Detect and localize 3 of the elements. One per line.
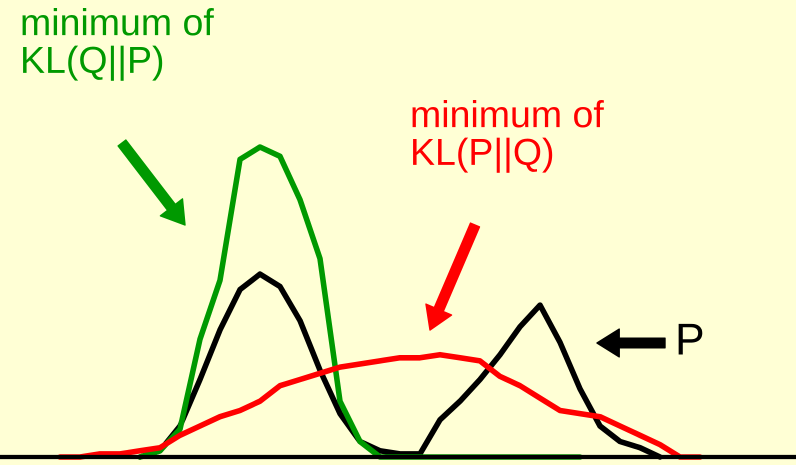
text: minimum of KL(Q||P) bbox=[22, 8, 214, 81]
text: minimum of KL(P||Q) bbox=[412, 100, 604, 173]
legend-label: P bbox=[678, 324, 702, 354]
